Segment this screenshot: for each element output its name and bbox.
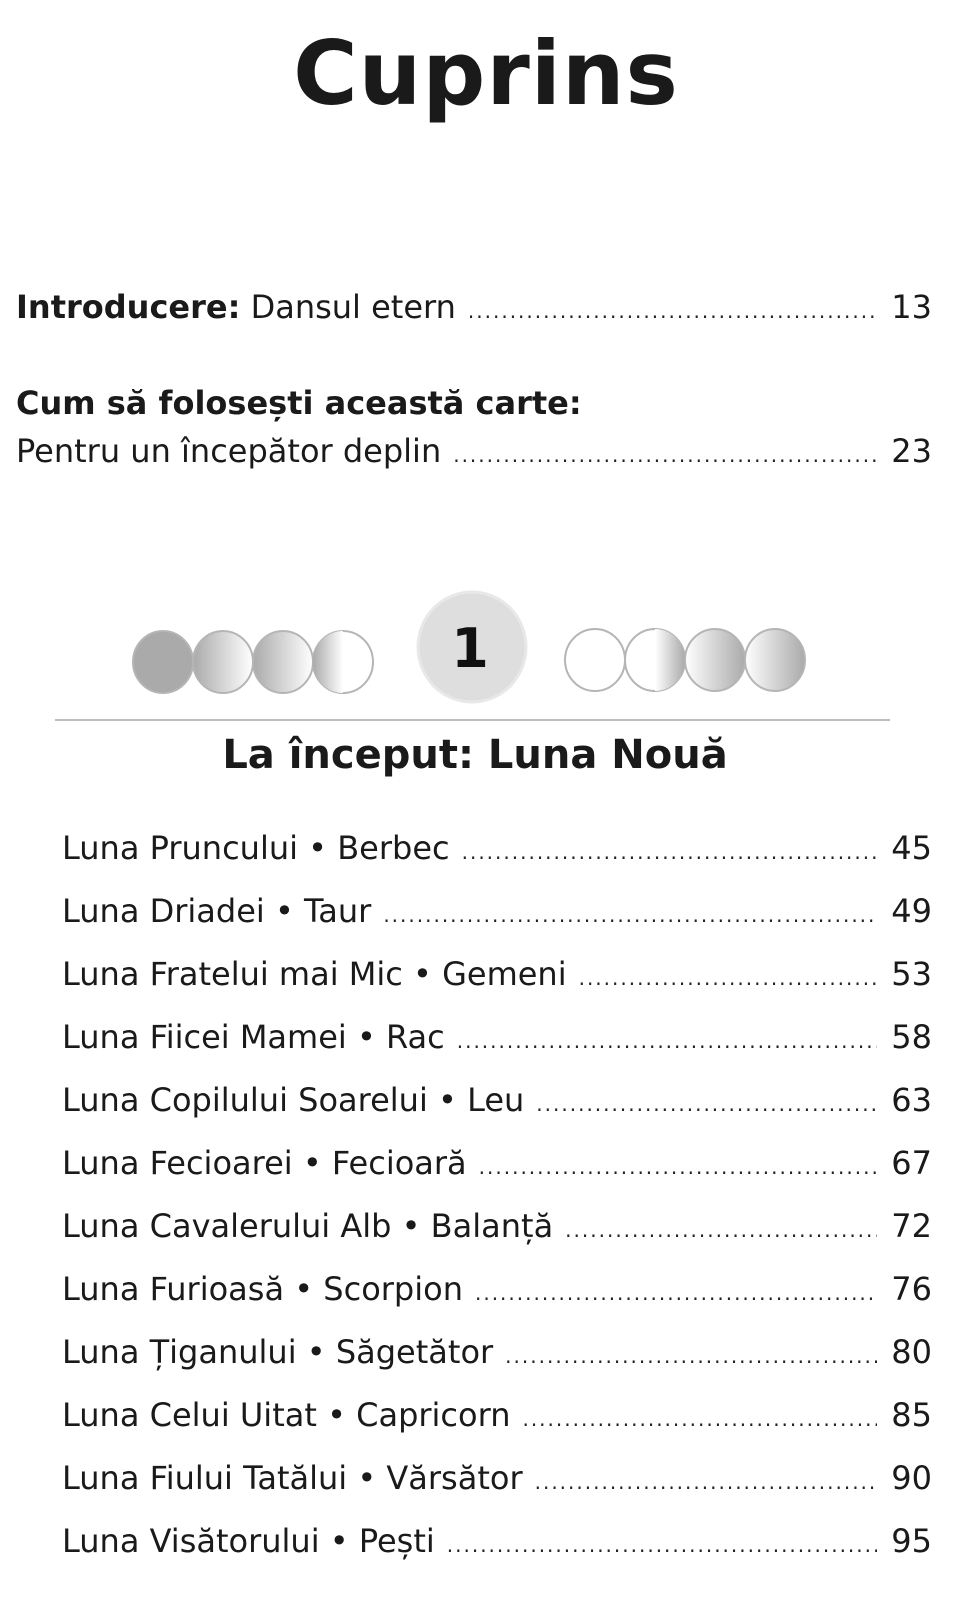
toc-entry[interactable]: Luna Țiganului • Săgetător 80 [62, 1333, 932, 1371]
waning-moon-icon [684, 628, 746, 692]
toc-entry[interactable]: Luna Celui Uitat • Capricorn 85 [62, 1396, 932, 1434]
page-title: Cuprins [293, 22, 679, 125]
dot-leader [457, 1029, 878, 1053]
toc-entry[interactable]: Luna Copilului Soarelui • Leu 63 [62, 1081, 932, 1119]
dot-leader [522, 1407, 877, 1431]
toc-entry[interactable]: Luna Fratelui mai Mic • Gemeni 53 [62, 955, 932, 993]
section-heading-how-to: Cum să folosești această carte: [16, 384, 582, 422]
dot-leader [462, 840, 878, 864]
entry-label-bold: Introducere: [16, 288, 241, 326]
page-number: 80 [891, 1333, 932, 1371]
page-number: 76 [891, 1270, 932, 1308]
page-number: 23 [891, 432, 932, 470]
dot-leader [579, 966, 878, 990]
entry-label: Luna Cavalerului Alb • Balanță [62, 1207, 554, 1245]
page-number: 45 [891, 829, 932, 867]
toc-entry-how-to[interactable]: Pentru un începător deplin 23 [16, 432, 932, 470]
dot-leader [505, 1344, 877, 1368]
dot-leader [535, 1470, 878, 1494]
toc-entry[interactable]: Luna Pruncului • Berbec 45 [62, 829, 932, 867]
moon-phase-icon [252, 630, 314, 694]
entry-label: Luna Copilului Soarelui • Leu [62, 1081, 525, 1119]
dot-leader [447, 1533, 878, 1557]
page-number: 49 [891, 892, 932, 930]
dot-leader [479, 1155, 878, 1179]
toc-entry[interactable]: Luna Driadei • Taur 49 [62, 892, 932, 930]
entry-label: Luna Visătorului • Pești [62, 1522, 435, 1560]
chapter-number: 1 [451, 617, 489, 680]
waning-crescent-icon [744, 628, 806, 692]
new-moon-icon [132, 630, 194, 694]
page-number: 85 [891, 1396, 932, 1434]
dot-leader [565, 1218, 877, 1242]
entry-label: Luna Fiului Tatălui • Vărsător [62, 1459, 523, 1497]
page-number: 67 [891, 1144, 932, 1182]
full-moon-icon [564, 628, 626, 692]
entry-label: Luna Furioasă • Scorpion [62, 1270, 463, 1308]
chapter-title: La început: Luna Nouă [222, 732, 728, 778]
toc-entry[interactable]: Luna Fiicei Mamei • Rac 58 [62, 1018, 932, 1056]
page-number: 95 [891, 1522, 932, 1560]
toc-entry[interactable]: Luna Fecioarei • Fecioară 67 [62, 1144, 932, 1182]
page-number: 53 [891, 955, 932, 993]
page-number: 72 [891, 1207, 932, 1245]
toc-entry[interactable]: Luna Fiului Tatălui • Vărsător 90 [62, 1459, 932, 1497]
dot-leader [536, 1092, 877, 1116]
page-number: 90 [891, 1459, 932, 1497]
toc-entry[interactable]: Luna Visătorului • Pești 95 [62, 1522, 932, 1560]
dot-leader [468, 299, 877, 323]
entry-label: Luna Țiganului • Săgetător [62, 1333, 494, 1371]
moon-phases-decoration: 1 [132, 590, 806, 704]
dot-leader [383, 903, 877, 927]
chapter-number-badge [416, 590, 528, 704]
page-number: 58 [891, 1018, 932, 1056]
toc-entry[interactable]: Luna Furioasă • Scorpion 76 [62, 1270, 932, 1308]
divider [55, 719, 890, 721]
entry-label: Dansul etern [240, 288, 456, 326]
entry-label: Luna Fiicei Mamei • Rac [62, 1018, 445, 1056]
toc-entry[interactable]: Luna Cavalerului Alb • Balanță 72 [62, 1207, 932, 1245]
waxing-crescent-icon [192, 630, 254, 694]
entry-label: Pentru un începător deplin [16, 432, 442, 470]
page-number: 13 [891, 288, 932, 326]
toc-entry-introduction[interactable]: Introducere: Dansul etern 13 [16, 288, 932, 326]
dot-leader [453, 443, 877, 467]
entry-label: Luna Pruncului • Berbec [62, 829, 450, 867]
entry-label: Luna Fratelui mai Mic • Gemeni [62, 955, 567, 993]
dot-leader [475, 1281, 877, 1305]
entry-label: Luna Driadei • Taur [62, 892, 372, 930]
entry-label: Luna Celui Uitat • Capricorn [62, 1396, 511, 1434]
entry-label: Luna Fecioarei • Fecioară [62, 1144, 467, 1182]
page-number: 63 [891, 1081, 932, 1119]
